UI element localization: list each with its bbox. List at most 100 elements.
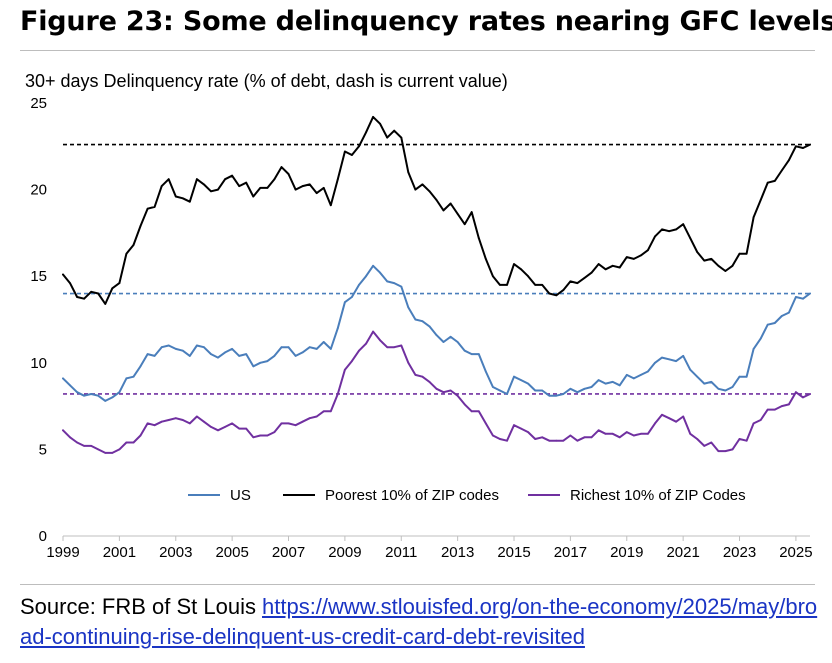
data-point (167, 178, 170, 181)
data-point (266, 187, 269, 189)
data-point (569, 387, 572, 390)
data-point (76, 296, 78, 298)
data-point (442, 209, 445, 212)
data-point (513, 263, 515, 265)
legend-label-1: Poorest 10% of ZIP codes (325, 487, 499, 504)
x-tick-label: 2009 (328, 544, 361, 561)
series-line-2 (62, 330, 811, 454)
data-point (203, 420, 205, 423)
source-label: Source: FRB of St Louis (20, 594, 256, 619)
data-point (245, 181, 248, 184)
data-point (696, 375, 699, 378)
data-point (477, 237, 480, 240)
data-point (322, 341, 325, 343)
data-point (322, 410, 325, 413)
data-point (809, 393, 811, 395)
y-tick-label: 25 (30, 95, 47, 112)
data-point (449, 202, 452, 205)
figure-title: Figure 23: Some delinquency rates nearin… (20, 6, 832, 37)
y-tick-label: 10 (30, 355, 47, 372)
data-point (717, 387, 720, 390)
data-point (252, 195, 255, 198)
data-point (400, 344, 403, 347)
data-point (590, 386, 593, 388)
data-point (329, 204, 332, 207)
data-point (160, 185, 163, 188)
y-tick-label: 5 (39, 441, 47, 458)
data-point (661, 413, 663, 416)
data-point (393, 129, 396, 132)
data-point (386, 346, 389, 349)
data-point (647, 370, 649, 373)
data-point (788, 311, 790, 314)
data-point (336, 327, 339, 330)
data-point (83, 297, 85, 300)
data-point (97, 394, 100, 397)
data-point (132, 244, 135, 246)
data-point (273, 178, 276, 181)
data-point (604, 382, 607, 385)
data-point (541, 284, 544, 286)
data-point (647, 249, 649, 252)
data-point (654, 235, 656, 238)
data-point (238, 427, 241, 430)
data-point (196, 344, 198, 347)
data-point (238, 355, 241, 357)
data-point (703, 382, 706, 385)
data-point (146, 422, 149, 425)
data-point (477, 353, 480, 355)
data-point (83, 445, 85, 447)
data-point (611, 432, 614, 435)
data-point (675, 228, 677, 231)
data-point (583, 387, 586, 390)
data-point (90, 393, 93, 395)
data-point (456, 341, 459, 343)
data-point (414, 374, 417, 376)
data-point (153, 206, 156, 208)
legend: US Poorest 10% of ZIP codes Richest 10% of… (188, 487, 746, 504)
data-point (668, 417, 670, 420)
data-point (294, 188, 297, 191)
data-point (308, 183, 311, 186)
data-point (583, 277, 586, 279)
data-point (703, 445, 706, 447)
data-point (477, 410, 480, 413)
x-tick-label: 2021 (666, 544, 699, 561)
data-point (647, 432, 649, 435)
data-point (188, 200, 191, 203)
x-tick-label: 2007 (272, 544, 305, 561)
data-point (210, 353, 212, 355)
data-point (484, 422, 487, 425)
data-point (90, 445, 93, 447)
data-point (428, 325, 431, 328)
data-point (668, 358, 670, 361)
x-tick-label: 1999 (46, 544, 79, 561)
data-point (809, 292, 811, 295)
x-tick-label: 2003 (159, 544, 192, 561)
data-point (139, 365, 142, 368)
data-point (344, 301, 346, 304)
data-point (640, 374, 642, 376)
data-point (795, 145, 797, 148)
x-tick-label: 2019 (610, 544, 643, 561)
data-point (238, 185, 241, 188)
data-point (259, 187, 262, 189)
data-point (499, 389, 501, 392)
data-point (280, 346, 283, 349)
data-point (69, 436, 71, 439)
data-point (400, 136, 403, 139)
data-point (421, 183, 424, 186)
data-point (62, 273, 64, 276)
data-point (555, 394, 558, 397)
data-point (576, 282, 579, 284)
data-point (111, 287, 114, 290)
data-point (273, 355, 276, 357)
data-point (393, 346, 396, 349)
data-point (259, 434, 262, 437)
data-point (654, 361, 656, 364)
data-point (738, 252, 741, 255)
data-point (745, 252, 748, 255)
data-point (527, 431, 529, 433)
source-link[interactable]: https://www.stlouisfed.org/on-the-econom… (20, 594, 818, 649)
data-point (449, 389, 452, 392)
